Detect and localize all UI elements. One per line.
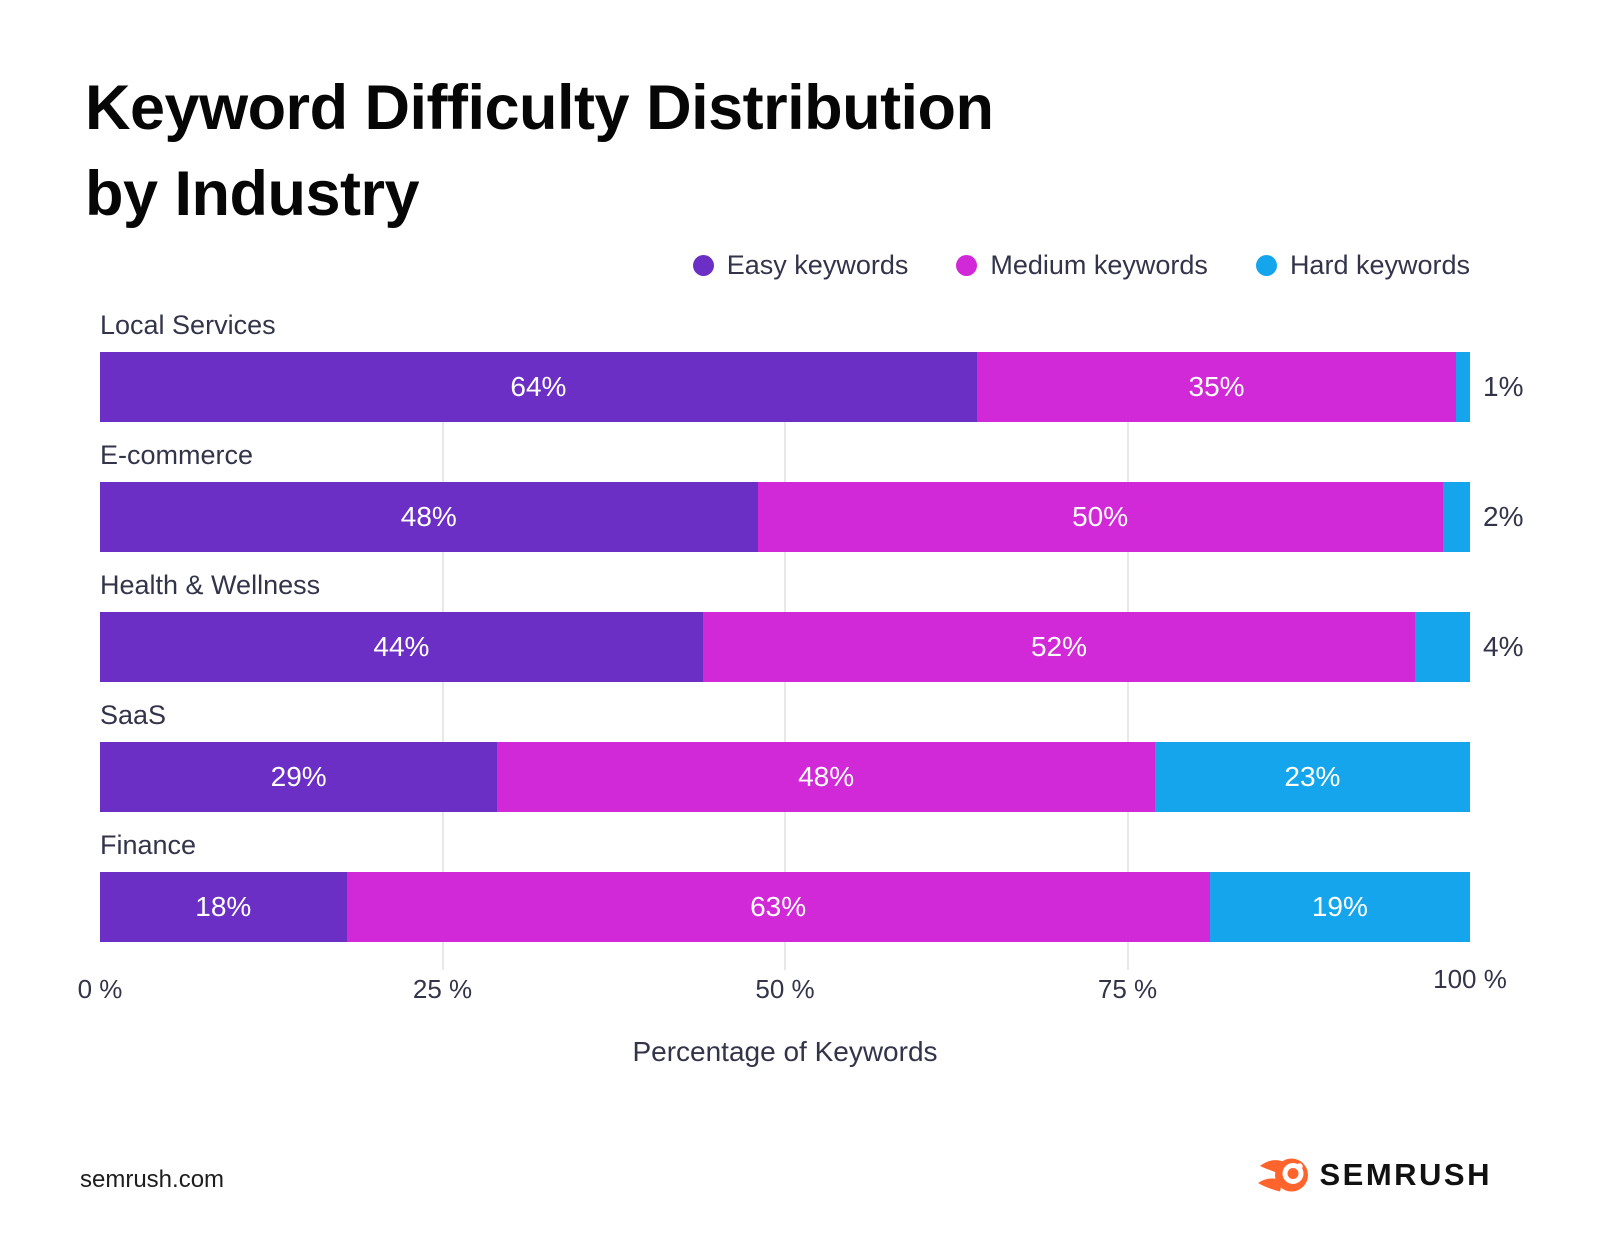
plot-rows: Local Services 64% 35% 1% E-commerce 48% 50% 2%…: [100, 310, 1523, 942]
chart-row: Health & Wellness 44% 52% 4%: [100, 570, 1523, 682]
category-label: Health & Wellness: [100, 570, 321, 600]
chart-row: Local Services 64% 35% 1%: [100, 310, 1523, 422]
legend-item-hard: Hard keywords: [1255, 250, 1470, 281]
chart-row: Finance 18% 63% 19%: [100, 830, 1470, 942]
x-tick-100: 100 %: [1433, 964, 1507, 994]
x-tick-75: 75 %: [1097, 974, 1158, 1004]
legend-label-medium: Medium keywords: [990, 250, 1208, 280]
title-line-1: Keyword Difficulty Distribution: [85, 73, 994, 143]
bar-segment: 44%: [100, 612, 703, 682]
legend: Easy keywords Medium keywords Hard keywo…: [100, 250, 1470, 281]
page-title: Keyword Difficulty Distribution by Indus…: [85, 66, 994, 237]
segment-value: 29%: [270, 761, 327, 792]
chart-row: E-commerce 48% 50% 2%: [100, 440, 1523, 552]
bar-segment: 52%: [702, 612, 1416, 682]
segment-value: 18%: [195, 891, 252, 922]
segment-value: 63%: [750, 891, 807, 922]
category-label: Local Services: [100, 310, 276, 340]
x-axis-title: Percentage of Keywords: [632, 1036, 938, 1067]
legend-dot-medium: [956, 255, 978, 276]
category-label: SaaS: [100, 700, 167, 730]
bar-segment: 63%: [346, 872, 1210, 942]
segment-value: 19%: [1311, 891, 1368, 922]
stacked-bar-chart: Local Services 64% 35% 1% E-commerce 48% 50% 2%…: [78, 310, 1524, 1068]
stacked-bar: 18% 63% 19%: [100, 872, 1470, 942]
brand-logo: SEMRUSH: [1257, 1152, 1492, 1198]
x-tick-0: 0 %: [77, 974, 123, 1004]
category-label: Finance: [100, 830, 197, 860]
bar-segment: [1415, 612, 1470, 682]
legend-label-hard: Hard keywords: [1289, 250, 1470, 280]
x-tick-50: 50 %: [755, 974, 815, 1004]
segment-value-outside: 4%: [1483, 631, 1524, 662]
segment-value-outside: 2%: [1483, 501, 1524, 532]
bar-segment: 50%: [757, 482, 1443, 552]
segment-value: 52%: [1030, 631, 1088, 662]
bar-segment: 48%: [100, 482, 758, 552]
footer-site-url: semrush.com: [80, 1166, 225, 1193]
legend-dot-easy: [692, 255, 714, 276]
brand-wordmark: SEMRUSH: [1319, 1157, 1492, 1192]
bar-segment: 64%: [100, 352, 977, 422]
title-line-2: by Industry: [85, 158, 420, 229]
semrush-flame-icon: [1258, 1158, 1309, 1192]
bar-segment: [1456, 352, 1470, 422]
legend-label-easy: Easy keywords: [726, 250, 909, 280]
segment-value-outside: 1%: [1483, 371, 1524, 402]
plot-area: Local Services 64% 35% 1% E-commerce 48% 50% 2%…: [100, 310, 1523, 970]
bar-segment: 48%: [497, 742, 1155, 812]
legend-dot-hard: [1255, 255, 1277, 276]
stacked-bar: 44% 52% 4%: [100, 612, 1523, 682]
bar-segment: 35%: [976, 352, 1457, 422]
bar-segment: 23%: [1154, 742, 1470, 812]
legend-item-medium: Medium keywords: [956, 250, 1208, 281]
bar-segment: 18%: [100, 872, 347, 942]
legend-item-easy: Easy keywords: [692, 250, 909, 281]
chart-row: SaaS 29% 48% 23%: [100, 700, 1470, 812]
bar-segment: 19%: [1209, 872, 1470, 942]
segment-value: 50%: [1072, 501, 1129, 532]
bar-segment: 29%: [100, 742, 498, 812]
stacked-bar: 29% 48% 23%: [100, 742, 1470, 812]
segment-value: 23%: [1284, 761, 1341, 792]
stacked-bar: 48% 50% 2%: [100, 482, 1523, 552]
segment-value: 48%: [400, 501, 457, 532]
bar-segment: [1442, 482, 1470, 552]
segment-value: 44%: [373, 631, 430, 662]
x-axis: 0 % 25 % 50 % 75 % 100 %: [78, 964, 1507, 1008]
segment-value: 48%: [798, 761, 855, 792]
segment-value: 35%: [1188, 371, 1245, 402]
x-tick-25: 25 %: [412, 974, 473, 1004]
stacked-bar: 64% 35% 1%: [100, 352, 1523, 422]
segment-value: 64%: [510, 371, 567, 402]
category-label: E-commerce: [100, 440, 254, 470]
